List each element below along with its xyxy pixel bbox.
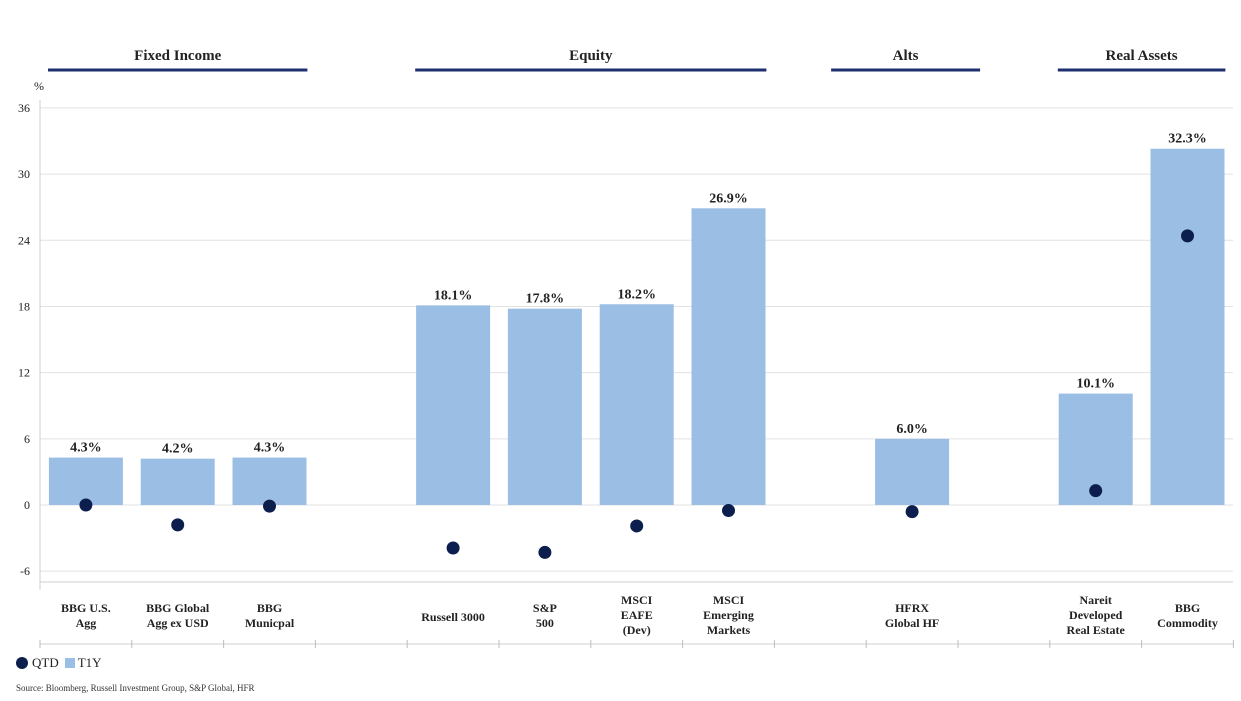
x-category-label-line: (Dev): [623, 623, 651, 637]
x-category-label: BBG Municpal: [245, 601, 295, 630]
x-category-label-line: Municpal: [245, 616, 295, 630]
x-category-label-line: Markets: [707, 623, 751, 637]
y-unit-label: %: [34, 79, 44, 93]
x-category-label-line: Global HF: [885, 616, 939, 630]
legend-qtd-marker: [16, 657, 28, 669]
bar-value-label: 4.2%: [162, 442, 194, 457]
x-category-label-line: Agg: [76, 616, 97, 630]
legend-qtd-label: QTD: [32, 655, 59, 670]
y-tick-label: 0: [24, 498, 30, 512]
source-note: Source: Bloomberg, Russell Investment Gr…: [16, 683, 255, 693]
dot-qtd: [1181, 229, 1194, 243]
bar-t1y: [875, 438, 950, 505]
legend-t1y-label: T1Y: [77, 655, 102, 670]
dot-qtd: [446, 541, 460, 555]
legend-t1y-marker: [64, 658, 75, 668]
x-category-label: BBG Commodity: [1157, 601, 1218, 630]
dot-qtd: [630, 519, 644, 533]
bar-t1y: [599, 304, 674, 505]
x-category-label-line: BBG Global: [146, 601, 210, 615]
bar-value-label: 32.3%: [1168, 132, 1207, 147]
x-category-label-line: Emerging: [703, 608, 754, 622]
x-category-label-line: Commodity: [1157, 616, 1218, 630]
bar-t1y: [140, 458, 215, 505]
y-tick-label: 24: [18, 233, 30, 247]
group-header-label: Equity: [569, 48, 613, 64]
x-category-label: BBG U.S. Agg: [61, 601, 111, 630]
group-header-label: Real Assets: [1106, 48, 1178, 64]
x-category-label-line: MSCI: [621, 593, 653, 607]
dot-qtd: [263, 499, 276, 513]
bar-value-label: 26.9%: [709, 191, 748, 206]
dot-qtd: [171, 518, 185, 532]
x-category-label-line: Russell 3000: [421, 610, 485, 624]
y-tick-label: 12: [18, 366, 30, 380]
legend: QTD T1Y: [16, 655, 102, 671]
bar-value-label: 4.3%: [70, 441, 102, 456]
group-header-label: Fixed Income: [134, 48, 221, 64]
x-category-label-line: Nareit: [1079, 593, 1111, 607]
bar-t1y: [416, 305, 491, 505]
x-category-label-line: Agg ex USD: [147, 616, 209, 630]
y-tick-label: 36: [18, 101, 30, 115]
bar-value-label: 10.1%: [1076, 377, 1115, 392]
x-category-label: Nareit Developed Real Estate: [1067, 593, 1126, 637]
dot-qtd: [79, 498, 93, 512]
bar-t1y: [691, 208, 766, 505]
x-category-label-line: Real Estate: [1067, 623, 1126, 637]
bar-t1y: [1150, 148, 1225, 505]
y-tick-label: 18: [18, 299, 30, 313]
dot-qtd: [722, 504, 735, 518]
bar-value-label: 18.1%: [434, 288, 473, 303]
x-category-label: MSCI EAFE (Dev): [621, 593, 653, 637]
y-tick-label: -6: [20, 564, 30, 578]
x-category-label-line: 500: [536, 616, 554, 630]
x-category-label-line: Developed: [1069, 608, 1123, 622]
bar-value-label: 18.2%: [617, 287, 656, 302]
bar-t1y: [232, 457, 307, 505]
x-category-label: HFRX Global HF: [885, 601, 939, 630]
x-category-label: MSCI Emerging Markets: [703, 593, 754, 637]
x-category-label-line: HFRX: [895, 601, 929, 615]
x-category-label-line: EAFE: [621, 608, 653, 622]
bar-value-label: 4.3%: [254, 441, 286, 456]
dot-qtd: [905, 505, 919, 519]
bar-t1y: [507, 308, 582, 505]
bar-value-label: 17.8%: [526, 292, 565, 307]
bar-value-label: 6.0%: [896, 422, 928, 437]
x-category-label-line: S&P: [533, 601, 557, 615]
x-category-label-line: BBG U.S.: [61, 601, 111, 615]
group-header-label: Alts: [893, 48, 919, 64]
x-category-label: S&P 500: [533, 601, 557, 630]
y-tick-label: 30: [18, 167, 30, 181]
dot-qtd: [538, 545, 552, 559]
bar-t1y: [48, 457, 123, 505]
x-category-label-line: BBG: [1175, 601, 1200, 615]
x-category-label-line: BBG: [257, 601, 282, 615]
y-tick-label: 6: [24, 432, 30, 446]
dot-qtd: [1089, 484, 1103, 498]
x-category-label: Russell 3000: [421, 610, 485, 624]
x-category-label-line: MSCI: [713, 593, 745, 607]
x-category-label: BBG Global Agg ex USD: [146, 601, 210, 630]
